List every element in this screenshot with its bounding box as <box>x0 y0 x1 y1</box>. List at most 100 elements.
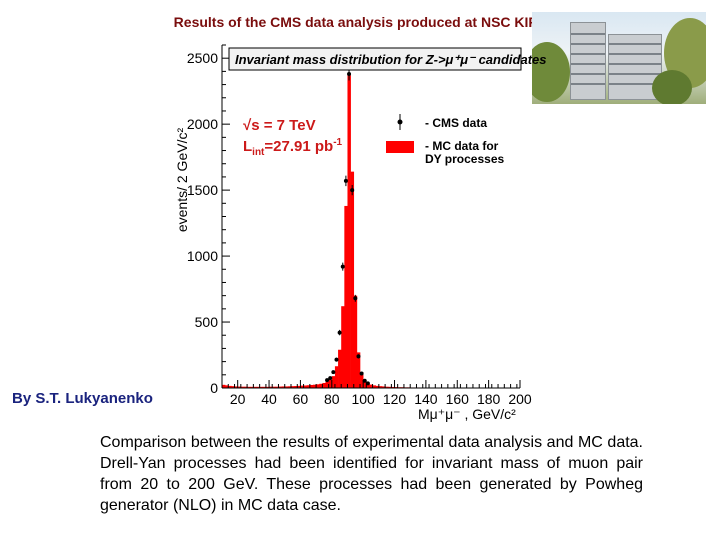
mc-bar <box>225 385 229 388</box>
chart-title-box <box>228 47 522 71</box>
data-point <box>325 378 330 383</box>
data-point <box>328 376 333 381</box>
mc-bar <box>228 385 232 388</box>
x-tick-label: 40 <box>261 391 277 407</box>
mc-bar <box>388 386 392 388</box>
mc-bar <box>272 386 276 388</box>
slide-title: Results of the CMS data analysis produce… <box>173 14 547 30</box>
chart-title: Invariant mass distribution for Z->μ⁺μ⁻ … <box>235 52 547 67</box>
mc-bar <box>265 386 270 388</box>
x-tick-label: 140 <box>414 391 438 407</box>
mc-bar <box>287 386 292 388</box>
data-point <box>347 72 352 77</box>
mc-bar <box>306 385 311 388</box>
mc-bar <box>378 386 383 388</box>
x-tick-label: 60 <box>293 391 309 407</box>
building-photo <box>532 12 706 104</box>
mc-bar <box>350 171 355 388</box>
mc-bar <box>297 385 301 388</box>
energy-label: √s = 7 TeV <box>243 117 316 134</box>
mc-bar <box>375 385 380 388</box>
mc-bar <box>247 386 251 388</box>
mc-bar <box>391 386 395 388</box>
luminosity-subscript: int <box>252 147 265 158</box>
mc-bar <box>300 385 304 388</box>
mc-bar <box>243 386 248 388</box>
mc-bar <box>353 295 358 388</box>
mc-bar <box>250 386 254 388</box>
mc-bar <box>341 306 345 388</box>
mc-bar <box>385 386 389 388</box>
mc-bar <box>284 386 289 388</box>
slide-caption: Comparison between the results of experi… <box>100 434 643 514</box>
data-point <box>331 370 336 375</box>
x-tick-label: 20 <box>230 391 246 407</box>
mc-bar <box>360 372 364 388</box>
mc-bar <box>291 386 295 388</box>
plot-area <box>222 45 520 388</box>
y-tick-label: 500 <box>195 314 219 330</box>
x-tick-label: 200 <box>508 391 532 407</box>
legend-label-dy: DY processes <box>425 152 504 166</box>
mc-bar <box>344 205 348 388</box>
y-tick-label: 2500 <box>187 50 218 66</box>
mc-bar <box>316 384 320 388</box>
mc-bar <box>237 386 242 388</box>
data-point <box>334 357 339 362</box>
mc-bar <box>259 386 264 388</box>
data-point <box>343 178 348 183</box>
mc-bar <box>328 379 333 388</box>
luminosity-prefix: L <box>243 138 252 155</box>
x-tick-label: 120 <box>383 391 407 407</box>
mc-bar <box>222 384 226 388</box>
legend-label-cms: - CMS data <box>425 116 487 130</box>
luminosity-label: Lint=27.91 pb-1 <box>243 137 343 158</box>
data-point <box>365 381 370 386</box>
x-tick-label: 160 <box>446 391 470 407</box>
mc-bar <box>381 386 386 388</box>
x-tick-label: 80 <box>324 391 340 407</box>
y-tick-label: 1000 <box>187 248 218 264</box>
luminosity-value: =27.91 pb <box>264 138 333 155</box>
mc-bar <box>338 349 342 388</box>
mc-bar <box>303 385 307 388</box>
mc-bar <box>275 386 279 388</box>
data-point <box>337 330 342 335</box>
mc-bar <box>281 386 286 388</box>
mc-bar <box>325 381 329 388</box>
data-point <box>359 371 364 376</box>
mc-bar <box>294 386 298 388</box>
mc-bar <box>347 75 351 388</box>
legend-label-mc: - MC data for <box>425 139 499 153</box>
mc-bar <box>363 380 367 388</box>
mc-bar <box>278 386 282 388</box>
x-tick-label: 180 <box>477 391 501 407</box>
data-point <box>353 296 358 301</box>
mc-bar <box>309 384 314 388</box>
legend-mc-swatch <box>386 141 414 153</box>
y-tick-label: 2000 <box>187 116 218 132</box>
mc-bar <box>312 384 317 388</box>
mc-bar <box>369 384 373 388</box>
mc-bar <box>231 386 235 388</box>
mc-bar <box>256 386 260 388</box>
mc-bar <box>269 386 273 388</box>
mc-bar <box>240 386 245 388</box>
data-point <box>340 264 345 269</box>
luminosity-superscript: -1 <box>333 137 342 148</box>
y-axis-title: events/ 2 GeV/c² <box>174 128 190 233</box>
mc-bar <box>262 386 267 388</box>
mc-bar <box>319 383 323 388</box>
mc-bar <box>372 385 377 388</box>
data-point <box>362 378 367 383</box>
mc-bar <box>356 352 361 388</box>
x-axis-title: Mμ⁺μ⁻ , GeV/c² <box>418 406 516 422</box>
mc-bar <box>366 383 370 388</box>
mc-bar <box>334 366 339 388</box>
data-point <box>356 354 361 359</box>
x-tick-label: 100 <box>351 391 375 407</box>
y-tick-label: 0 <box>210 380 218 396</box>
mc-bar <box>234 386 238 388</box>
y-tick-label: 1500 <box>187 182 218 198</box>
